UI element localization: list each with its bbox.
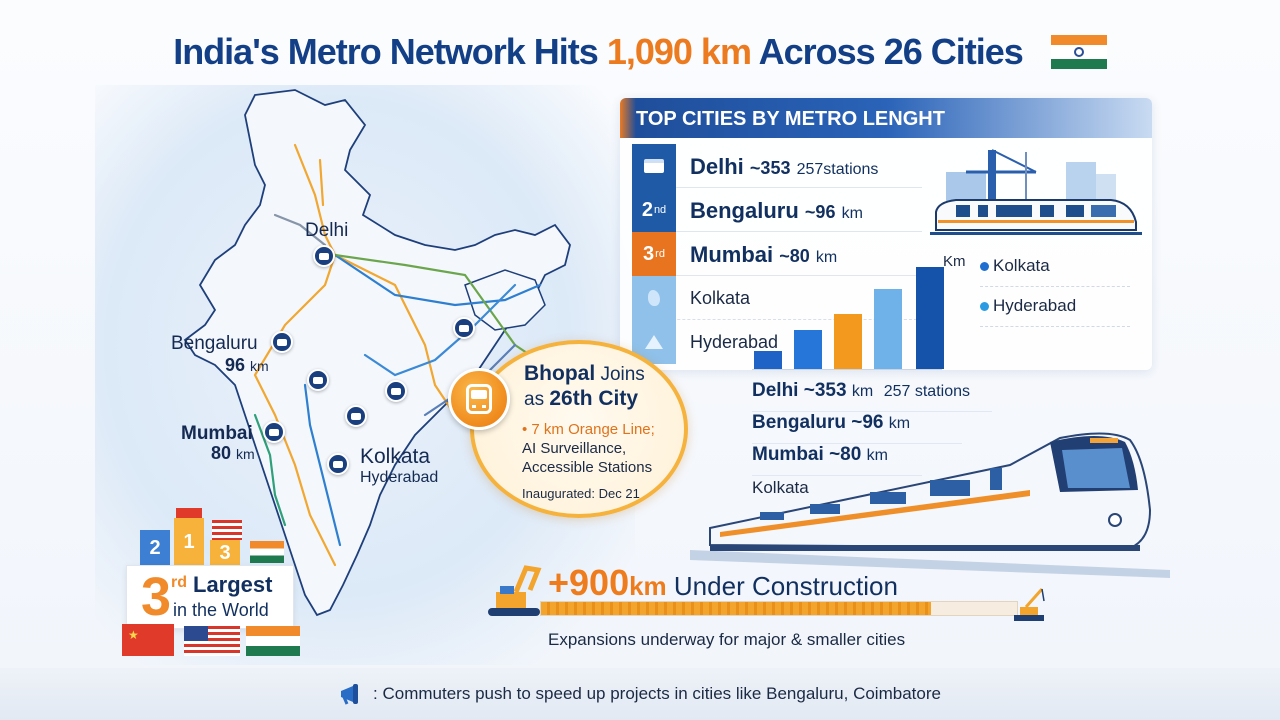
usa-flag-icon [184,626,240,656]
rank-text-bengaluru: Bengaluru ~96 km [690,198,863,223]
bhopal-inaugurated-date: Inaugurated: Dec 21 [522,486,640,501]
megaphone-icon [341,684,359,705]
map-label-bengaluru: Bengaluru [171,333,258,354]
excavator-icon [488,565,542,616]
map-km-bengaluru: 96 km [225,355,269,375]
map-km-mumbai: 80 km [211,443,255,463]
mid-list-bengaluru: Bengaluru ~96 km [752,412,962,444]
metro-pin-icon [271,331,293,353]
metro-pin-icon [453,317,475,339]
legend-dot-icon [980,302,989,312]
legend-dot-icon [980,262,989,272]
podium-3: 3 [210,540,240,566]
footer-banner: : Commuters push to speed up projects in… [0,668,1280,720]
metro-pin-delhi-icon [313,245,335,267]
chart-bar-5 [916,267,944,369]
map-label-kolkata: Kolkata [360,445,431,468]
usa-flag-icon [212,520,242,540]
rank-text-hyderabad: Hyderabad [690,332,779,352]
metro-pin-icon [385,380,407,402]
title-highlight: 1,090 km [606,31,752,72]
rank-text-kolkata: Kolkata [690,288,751,308]
podium-1: 1 [174,518,204,566]
map-label-hyderabad: Hyderabad [360,469,439,486]
china-flag-icon: ★ [122,624,174,656]
top-cities-header: TOP CITIES BY METRO LENGHT [620,98,1152,138]
train-construction-illustration-icon [930,149,1142,235]
world-rank-line1: Largest [193,572,273,597]
metro-train-illustration-icon [690,432,1170,578]
mid-list-mumbai: Mumbai ~80 km [752,444,922,476]
metro-train-icon [448,368,510,430]
state-map-icon [632,276,676,320]
title-part1: India's Metro Network Hits [173,31,599,72]
construction-title: +900km Under Construction [548,562,898,603]
india-map-outline-icon [183,89,571,617]
bullet-icon: • [522,421,532,438]
crane-icon [1014,588,1045,621]
rank-text-delhi: Delhi ~353 257stations [690,154,879,179]
construction-progress-bar [540,601,1018,616]
chart-bar-3 [834,314,862,369]
rank-row-hyderabad: Hyderabad [632,320,922,364]
world-rank-line2: in the World [173,600,269,620]
metro-card-icon [632,144,676,188]
top-cities-panel: TOP CITIES BY METRO LENGHT Delhi ~353 25… [620,98,1152,370]
metro-pin-icon [345,405,367,427]
chart-unit-label: Km [943,253,966,270]
metro-pin-kolkata-icon [327,453,349,475]
mid-list-delhi: Delhi ~353 km 257 stations [752,380,992,412]
india-flag-icon [1050,33,1107,71]
title-text: India's Metro Network Hits 1,090 km Acro… [173,31,1024,73]
metro-pin-mumbai-icon [263,421,285,443]
chart-bar-2 [794,330,822,369]
rank-row-delhi: Delhi ~353 257stations [632,144,922,188]
mid-list-kolkata: Kolkata [752,478,809,497]
podium-2: 2 [140,530,170,566]
bhopal-details: • 7 km Orange Line; AI Surveillance, Acc… [522,421,655,476]
metro-pin-icon [307,369,329,391]
rank-row-kolkata: Kolkata [632,276,922,320]
chart-bar-1 [754,351,782,369]
legend-hyderabad: Hyderabad [980,296,1130,327]
title-part2: Across 26 Cities [758,31,1024,72]
footer-text: : Commuters push to speed up projects in… [373,684,941,703]
construction-progress-fill [541,602,932,615]
bhopal-title: Bhopal Joins as 26th City [524,362,645,410]
bhopal-badge [470,340,688,518]
metro-length-bar-chart [752,256,944,370]
page-title: India's Metro Network Hits 1,090 km Acro… [0,22,1280,82]
chart-bar-4 [874,289,902,369]
construction-subtitle: Expansions underway for major & smaller … [548,630,906,649]
rank-text-mumbai: Mumbai ~80 km [690,242,838,267]
world-rank-card: 3 rd Largest in the World [126,565,294,629]
china-flag-icon [176,508,202,518]
india-flag-icon [250,541,284,563]
world-rank-suffix: rd [171,574,187,591]
india-flag-icon [246,626,300,656]
legend-kolkata: Kolkata [980,256,1130,287]
map-label-delhi: Delhi [305,220,349,241]
world-rank-number: 3 [141,567,172,627]
map-label-mumbai: Mumbai [181,423,253,444]
